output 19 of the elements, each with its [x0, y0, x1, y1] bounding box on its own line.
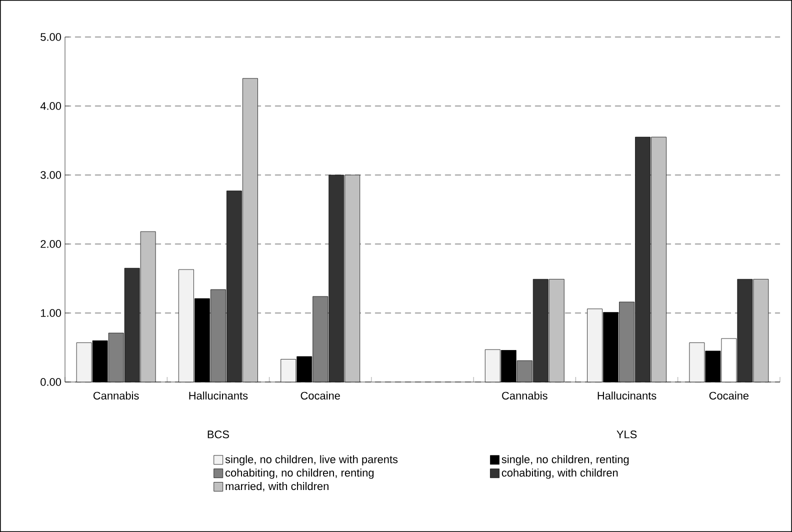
legend-label: single, no children, renting — [502, 455, 629, 466]
y-tick-label: 1.00 — [40, 309, 62, 317]
y-tick-label: 2.00 — [40, 240, 62, 248]
legend-label: single, no children, live with parents — [225, 455, 398, 466]
x-tick-label: Hallucinants — [598, 392, 656, 400]
legend-label: married, with children — [226, 482, 328, 492]
y-tick-label: 3.00 — [40, 171, 62, 179]
x-tick-label: Cocaine — [709, 392, 749, 400]
legend-label: cohabiting, with children — [502, 468, 618, 479]
y-tick-label: 5.00 — [40, 33, 62, 41]
text: BCS — [208, 430, 229, 438]
x-tick-label: Hallucinants — [189, 392, 248, 400]
legend-label: cohabiting, no children, renting — [226, 468, 374, 479]
y-tick-label: 0.00 — [40, 378, 62, 386]
y-tick-label: 4.00 — [40, 102, 62, 110]
x-tick-label: Cannabis — [502, 392, 548, 400]
x-tick-label: Cannabis — [93, 392, 139, 400]
x-tick-label: Cocaine — [300, 392, 340, 400]
text: YLS — [616, 430, 637, 438]
